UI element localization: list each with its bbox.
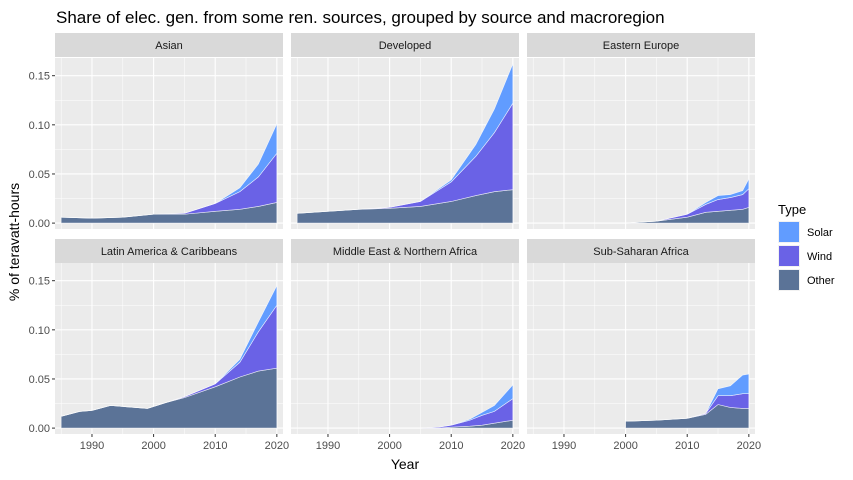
- panel-background-middle-east-northern-africa: [291, 263, 519, 434]
- y-tick-label: 0.15: [29, 276, 50, 288]
- strip-label-middle-east-northern-africa: Middle East & Northern Africa: [333, 246, 478, 258]
- x-tick-label: 2010: [203, 440, 227, 452]
- strip-sub-saharan-africa: [527, 239, 755, 263]
- panel-developed: Developed: [291, 33, 519, 229]
- strip-latin-america-caribbeans: [55, 239, 283, 263]
- legend-title: Type: [778, 202, 806, 217]
- strip-label-asian: Asian: [155, 40, 183, 52]
- strip-label-developed: Developed: [379, 40, 432, 52]
- y-tick-label: 0.00: [29, 423, 50, 435]
- y-tick-label: 0.05: [29, 374, 50, 386]
- legend: Type Solar Wind Other: [778, 202, 835, 291]
- area-solar-sub-saharan-africa: [625, 373, 750, 422]
- x-tick-label: 2000: [613, 440, 637, 452]
- panel-asian: Asian 0.00 0.05 0.10 0.15: [29, 33, 283, 230]
- x-tick-label: 1990: [316, 440, 340, 452]
- strip-eastern-europe: [527, 33, 755, 57]
- x-tick-label: 1990: [80, 440, 104, 452]
- chart-title: Share of elec. gen. from some ren. sourc…: [56, 8, 665, 27]
- x-tick-label: 2010: [439, 440, 463, 452]
- strip-label-eastern-europe: Eastern Europe: [603, 40, 679, 52]
- area-solar-latin-america-caribbeans: [61, 285, 278, 417]
- area-solar-middle-east-northern-africa: [420, 384, 514, 429]
- legend-swatch-other: [779, 270, 799, 290]
- panel-middle-east-northern-africa: Middle East & Northern Africa 1990 2000 201…: [291, 239, 525, 452]
- x-tick-label: 2020: [737, 440, 761, 452]
- strip-asian: [55, 33, 283, 57]
- strip-middle-east-northern-africa: [291, 239, 519, 263]
- y-tick-label: 0.10: [29, 325, 50, 337]
- x-tick-label: 2020: [501, 440, 525, 452]
- legend-label-wind: Wind: [807, 251, 832, 263]
- legend-label-other: Other: [807, 275, 835, 287]
- x-tick-label: 1990: [552, 440, 576, 452]
- legend-label-solar: Solar: [807, 227, 833, 239]
- area-solar-developed: [297, 63, 514, 214]
- y-tick-label: 0.05: [29, 169, 50, 181]
- y-axis-title: % of teravatt-hours: [6, 183, 22, 301]
- panel-sub-saharan-africa: Sub-Saharan Africa 1990 2000 2010 2020: [527, 239, 761, 452]
- x-tick-label: 2020: [265, 440, 289, 452]
- y-tick-label: 0.00: [29, 218, 50, 230]
- legend-swatch-wind: [779, 246, 799, 266]
- x-tick-label: 2010: [675, 440, 699, 452]
- area-solar-eastern-europe: [625, 178, 750, 224]
- x-tick-label: 2000: [141, 440, 165, 452]
- x-tick-label: 2000: [377, 440, 401, 452]
- legend-swatch-solar: [779, 222, 799, 242]
- strip-label-latin-america-caribbeans: Latin America & Caribbeans: [101, 246, 238, 258]
- y-tick-label: 0.15: [29, 71, 50, 83]
- strip-label-sub-saharan-africa: Sub-Saharan Africa: [593, 246, 689, 258]
- x-axis-title: Year: [391, 456, 420, 472]
- chart-panels: Asian 0.00 0.05 0.10 0.15 Developed Eastern Eu…: [29, 33, 761, 452]
- strip-developed: [291, 33, 519, 57]
- y-tick-label: 0.10: [29, 120, 50, 132]
- area-solar-asian: [61, 123, 278, 219]
- panel-latin-america-caribbeans: Latin America & Caribbeans 1990 2000 2010 20…: [29, 239, 289, 452]
- panel-eastern-europe: Eastern Europe: [527, 33, 755, 229]
